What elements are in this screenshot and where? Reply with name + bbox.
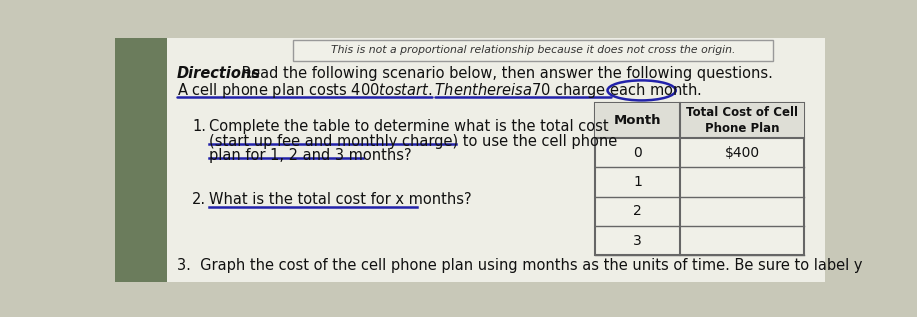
Text: 2: 2 <box>634 204 642 218</box>
Text: Directions: Directions <box>177 66 260 81</box>
Bar <box>293 40 773 61</box>
Text: A cell phone plan costs $400 to start. Then there is a $70 charge each month.: A cell phone plan costs $400 to start. T… <box>177 81 702 100</box>
Bar <box>595 103 804 138</box>
Text: What is the total cost for x months?: What is the total cost for x months? <box>209 192 472 207</box>
Text: 0: 0 <box>634 146 642 160</box>
Text: This is not a proportional relationship because it does not cross the origin.: This is not a proportional relationship … <box>331 45 735 55</box>
Text: plan for 1, 2 and 3 months?: plan for 1, 2 and 3 months? <box>209 148 412 163</box>
Text: : Read the following scenario below, then answer the following questions.: : Read the following scenario below, the… <box>232 66 773 81</box>
Bar <box>595 103 804 255</box>
Text: Month: Month <box>614 114 661 127</box>
Text: 3: 3 <box>634 234 642 248</box>
Text: Complete the table to determine what is the total cost: Complete the table to determine what is … <box>209 119 609 134</box>
Text: 2.: 2. <box>193 192 206 207</box>
Text: 1.: 1. <box>193 119 206 134</box>
Text: (start up fee and monthly charge) to use the cell phone: (start up fee and monthly charge) to use… <box>209 133 617 149</box>
Text: Total Cost of Cell
Phone Plan: Total Cost of Cell Phone Plan <box>687 106 799 135</box>
Text: 3.  Graph the cost of the cell phone plan using months as the units of time. Be : 3. Graph the cost of the cell phone plan… <box>177 258 862 273</box>
Text: 1: 1 <box>634 175 642 189</box>
Text: $400: $400 <box>724 146 760 160</box>
Bar <box>115 38 167 282</box>
